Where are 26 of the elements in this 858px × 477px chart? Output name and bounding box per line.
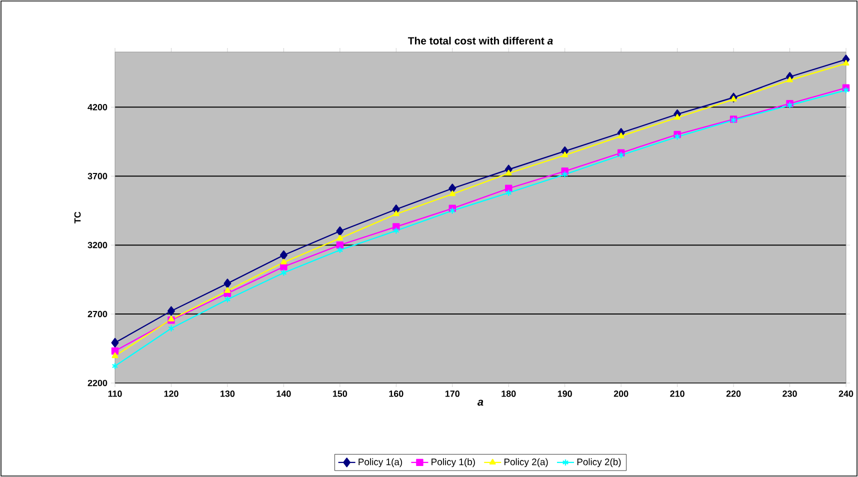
- y-tick-label: 2200: [88, 380, 108, 386]
- legend-label: Policy 2(a): [504, 458, 548, 468]
- legend-label: Policy 1(b): [432, 458, 475, 468]
- x-tick-label: 220: [726, 390, 741, 397]
- x-tick-label: 160: [389, 390, 404, 397]
- x-tick-label: 170: [445, 390, 460, 397]
- legend-label: Policy 2(b): [577, 458, 621, 468]
- x-tick-label: 140: [276, 390, 291, 397]
- y-tick-label: 3700: [88, 172, 108, 180]
- y-tick-label: 3200: [88, 242, 108, 248]
- x-tick-label: 210: [670, 390, 684, 397]
- x-tick-label: 180: [502, 390, 516, 397]
- x-tick-label: 110: [108, 390, 122, 397]
- x-tick-label: 130: [220, 390, 235, 397]
- x-tick-label: 190: [558, 390, 572, 397]
- x-tick-label: 200: [614, 390, 628, 397]
- x-tick-label: 150: [333, 390, 348, 397]
- legend-label: Policy 1(a): [358, 458, 402, 468]
- x-axis-title: a: [478, 400, 484, 406]
- y-tick-label: 4200: [88, 104, 108, 110]
- x-tick-label: 120: [164, 390, 178, 397]
- y-tick-label: 2700: [88, 310, 108, 318]
- x-tick-label: 240: [838, 390, 854, 397]
- y-axis-title: TC: [74, 212, 81, 224]
- x-tick-label: 230: [782, 390, 797, 397]
- chart-title: The total cost with different a: [408, 36, 553, 45]
